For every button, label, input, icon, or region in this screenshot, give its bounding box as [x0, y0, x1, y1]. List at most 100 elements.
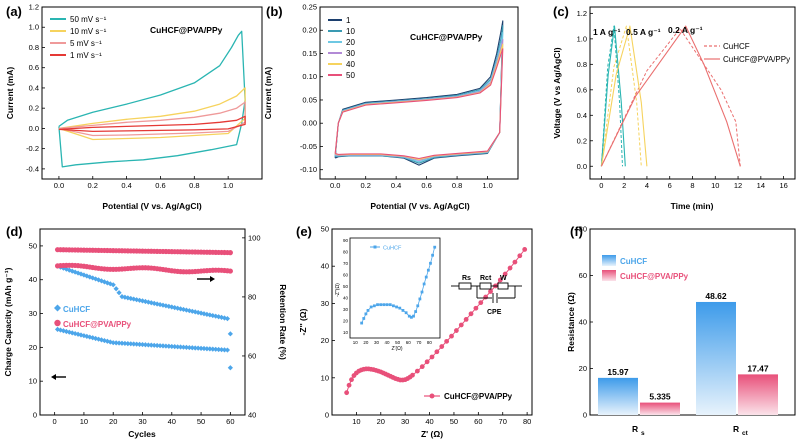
cuhcf-capacity-point	[189, 308, 195, 314]
cuhcf-retention-point	[198, 345, 204, 351]
x-tick-label: 60	[474, 417, 482, 426]
y-tick-label: -0.4	[26, 164, 39, 173]
inset-y-tick-label: 50	[343, 284, 349, 289]
y-tick-label: 1.2	[29, 3, 39, 12]
inset-y-tick-label: 90	[343, 238, 349, 243]
cuhcf-retention-point	[175, 344, 181, 350]
gcd-curve-cuhcf-2	[600, 28, 741, 167]
cuhcf-retention-point	[207, 346, 213, 352]
inset-point-cuhcf	[392, 304, 395, 308]
panel-f: (f) 0 20 40 60 80 15.97 48.62 5.335 17.47 CuHCF…	[566, 224, 796, 437]
cv-curve-50	[58, 30, 246, 168]
y-tick-label: 0.0	[29, 124, 39, 133]
bar-label-ppy-rs: 5.335	[649, 392, 671, 402]
x-tick-label: 0.2	[88, 181, 98, 190]
cuhcf-retention-point	[125, 341, 131, 347]
y-tick-label: 0.8	[29, 43, 39, 52]
cuhcf-retention-point	[154, 342, 160, 349]
eis-point-ppy	[453, 328, 459, 333]
cuhcf-retention-point	[195, 345, 201, 351]
legend-label-cycle-30: 30	[346, 49, 355, 58]
cuhcf-retention-point	[177, 344, 184, 350]
legend-label-cycle-1: 1	[346, 16, 351, 25]
inset-y-tick-label: 70	[343, 261, 349, 266]
cuhcf-capacity-point	[160, 302, 166, 308]
y-tick-label: 0.0	[577, 162, 587, 171]
cuhcf-capacity-point	[224, 316, 231, 322]
x-tick-label: 14	[757, 181, 765, 190]
x-tick-label: 20	[109, 417, 117, 426]
inset-series	[360, 245, 437, 325]
x-tick-label: 0.0	[54, 181, 64, 190]
inset-point-cuhcf	[431, 253, 434, 257]
cuhcf-retention-point	[60, 328, 67, 334]
x-tick-label: 30	[401, 417, 409, 426]
x-tick-label: 80	[523, 417, 531, 426]
eis-point-ppy	[429, 354, 435, 360]
y-tick-label: 40	[321, 262, 329, 271]
cuhcf-capacity-point	[175, 305, 181, 311]
inset-point-cuhcf	[398, 306, 402, 310]
cuhcf-retention-point	[224, 347, 231, 353]
eis-point-ppy	[463, 316, 469, 322]
y-tick-label: 0.8	[577, 60, 587, 69]
x-tick-label: 10	[80, 417, 88, 426]
cuhcf-retention-point	[227, 365, 233, 371]
circuit-label-rs: Rs	[462, 275, 471, 282]
inset-x-tick-label: 30	[374, 340, 380, 345]
y-tick-label: 1.0	[29, 23, 39, 32]
y-tick-label: 50	[321, 225, 329, 234]
legend-label-10: 10 mV s⁻¹	[70, 27, 107, 36]
inset-point-cuhcf	[385, 303, 389, 307]
legend-marker-e	[429, 393, 435, 399]
eis-point-ppy	[434, 349, 440, 355]
cuhcf-retention-point	[160, 343, 166, 349]
y-tick-label: 1.2	[577, 9, 587, 18]
cuhcf-retention-point	[110, 340, 116, 346]
cuhcf-retention-point	[134, 341, 140, 347]
panel-c-xlabel: Time (min)	[671, 201, 714, 211]
panel-e-series	[344, 247, 528, 396]
equivalent-circuit	[451, 282, 522, 303]
legend-label-cycle-50: 50	[346, 71, 355, 80]
eis-point-ppy	[488, 289, 493, 294]
eis-point-ppy	[410, 372, 415, 378]
cuhcf-retention-point	[104, 338, 110, 344]
circuit-w-element	[497, 282, 509, 290]
y-tick-label: 50	[29, 241, 37, 250]
panel-c-legend: CuHCF CuHCF@PVA/PPy	[704, 42, 790, 64]
inset-point-cuhcf	[366, 309, 370, 312]
panel-b-label: (b)	[266, 4, 283, 19]
eis-point-ppy	[478, 300, 484, 306]
inset-xlabel: Z'(Ω)	[391, 346, 402, 352]
inset-y-tick-label: 30	[343, 307, 349, 312]
y-tick-label: 0.20	[302, 26, 317, 35]
y-tick-label: 0.00	[302, 119, 317, 128]
legend-swatch-f-cuhcf	[602, 255, 616, 266]
y-tick-label: 0.4	[29, 83, 39, 92]
cv-curve-cycle-20	[334, 32, 504, 163]
cuhcf-retention-point	[218, 347, 225, 353]
x-tick-label: 0.8	[452, 181, 462, 190]
cv-curve-cycle-40	[334, 43, 504, 161]
inset-x-tick-label: 80	[427, 340, 433, 345]
x-tick-label: 0.6	[155, 181, 165, 190]
panel-b-title: CuHCF@PVA/PPy	[410, 32, 483, 42]
panel-e-xlabel: Z' (Ω)	[421, 429, 443, 439]
panel-f-legend: CuHCF CuHCF@PVA/PPy	[602, 255, 689, 281]
inset-point-cuhcf	[429, 261, 432, 265]
cuhcf-capacity-point	[128, 295, 134, 302]
cuhcf-retention-point	[169, 343, 175, 350]
cuhcf-retention-point	[189, 345, 195, 351]
cv-curve-cycle-10	[334, 25, 504, 164]
x-tick-label: 0.2	[360, 181, 370, 190]
panel-e-frame	[331, 228, 533, 416]
panel-a-title: CuHCF@PVA/PPy	[150, 25, 223, 35]
cuhcf-capacity-point	[210, 312, 216, 319]
y-tick-label: 30	[321, 299, 329, 308]
cuhcf-capacity-point	[116, 290, 122, 296]
legend-label-cycle-20: 20	[346, 38, 355, 47]
panel-b-legend: 1 10 20 30 40 50	[328, 16, 355, 80]
cuhcf-capacity-point	[113, 286, 119, 292]
x-tick-label: 20	[377, 417, 385, 426]
